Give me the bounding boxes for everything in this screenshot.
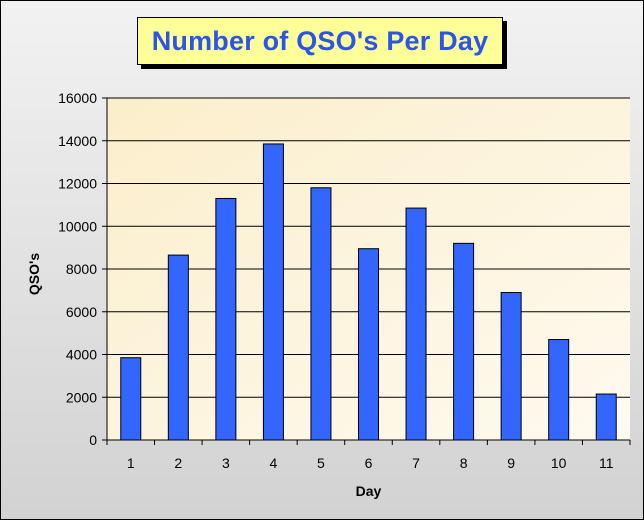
bar-day-7 <box>405 207 427 441</box>
bar-day-9 <box>500 292 522 441</box>
x-tick-label: 2 <box>174 455 182 471</box>
chart-title-box: Number of QSO's Per Day <box>137 17 503 65</box>
bar-day-2 <box>167 254 189 441</box>
y-tick-label: 12000 <box>58 176 97 192</box>
x-tick-label: 7 <box>412 455 420 471</box>
y-axis-title: QSO's <box>26 253 42 295</box>
x-tick-label: 4 <box>270 455 278 471</box>
y-tick-label: 10000 <box>58 218 97 234</box>
bar-day-6 <box>358 248 379 441</box>
bar-day-3 <box>215 197 237 441</box>
y-tick-label: 0 <box>89 432 97 448</box>
x-tick-label: 9 <box>507 455 515 471</box>
x-tick-label: 1 <box>127 455 135 471</box>
x-tick-label: 10 <box>551 455 567 471</box>
bar-day-5 <box>310 187 332 441</box>
bars <box>120 143 617 441</box>
y-tick-label: 4000 <box>66 347 97 363</box>
chart-title: Number of QSO's Per Day <box>151 25 489 56</box>
x-tick-label: 11 <box>599 455 614 471</box>
bar-day-8 <box>453 242 475 441</box>
bar-day-4 <box>262 143 284 441</box>
x-tick-label: 8 <box>460 455 468 471</box>
y-tick-label: 2000 <box>66 389 97 405</box>
y-tick-label: 14000 <box>58 133 97 149</box>
bar-day-10 <box>548 339 570 441</box>
x-tick-label: 6 <box>365 455 373 471</box>
x-tick-label: 5 <box>317 455 325 471</box>
bar-day-1 <box>120 357 142 441</box>
x-tick-label: 3 <box>222 455 230 471</box>
axes: 0 2000 4000 6000 8000 10000 12000 14000 16000 1 2 3… <box>58 90 631 471</box>
x-axis-title: Day <box>356 483 382 499</box>
bar-day-11 <box>595 393 617 441</box>
y-tick-label: 6000 <box>66 304 97 320</box>
y-tick-label: 8000 <box>66 261 97 277</box>
y-tick-label: 16000 <box>58 90 97 106</box>
